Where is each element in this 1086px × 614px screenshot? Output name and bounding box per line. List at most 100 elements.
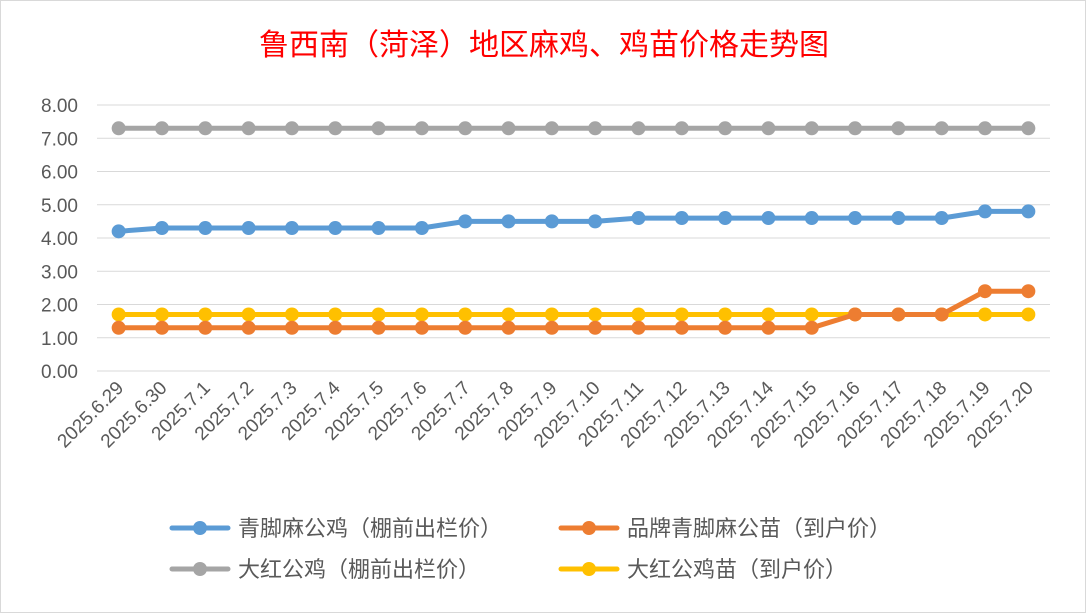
y-axis-ticks: 0.00 1.00 2.00 3.00 4.00 5.00 6.00 7.00 8.00 <box>41 96 78 383</box>
data-point <box>1021 204 1036 219</box>
data-point <box>414 121 429 136</box>
data-point <box>111 121 126 136</box>
data-point <box>718 307 733 322</box>
y-tick-label: 2.00 <box>41 296 78 317</box>
data-point <box>458 121 473 136</box>
data-point <box>848 121 863 136</box>
data-point <box>241 121 256 136</box>
data-point <box>934 121 949 136</box>
data-point <box>458 214 473 229</box>
data-point <box>501 307 516 322</box>
data-point <box>761 320 776 335</box>
legend-item: 品牌青脚麻公苗（到户价） <box>558 517 891 542</box>
data-point <box>978 307 993 322</box>
data-point <box>978 204 993 219</box>
legend: 青脚麻公鸡（棚前出栏价） 品牌青脚麻公苗（到户价） 大红公鸡（棚前出栏价） 大红公鸡苗… <box>169 517 891 583</box>
data-point <box>371 307 386 322</box>
data-point <box>371 320 386 335</box>
data-point <box>458 307 473 322</box>
data-point <box>631 320 646 335</box>
data-point <box>284 307 299 322</box>
legend-label: 大红公鸡苗（到户价） <box>627 558 847 583</box>
data-point <box>328 307 343 322</box>
data-point <box>674 320 689 335</box>
data-point <box>934 307 949 322</box>
y-tick-label: 0.00 <box>41 362 78 383</box>
data-point <box>804 211 819 226</box>
series-1 <box>111 284 1036 335</box>
data-point <box>674 121 689 136</box>
series-line <box>116 288 1031 331</box>
data-point <box>804 320 819 335</box>
series-0 <box>111 204 1036 239</box>
data-point <box>761 211 776 226</box>
data-point <box>848 211 863 226</box>
data-point <box>544 214 559 229</box>
data-point <box>588 121 603 136</box>
data-point <box>501 214 516 229</box>
data-point <box>718 320 733 335</box>
y-tick-label: 5.00 <box>41 196 78 217</box>
gridlines <box>97 104 1050 372</box>
legend-swatch-marker <box>193 521 207 535</box>
data-point <box>328 121 343 136</box>
legend-item: 大红公鸡苗（到户价） <box>558 558 847 583</box>
series-2 <box>111 121 1036 136</box>
data-point <box>241 307 256 322</box>
y-tick-label: 1.00 <box>41 329 78 350</box>
data-point <box>328 221 343 236</box>
data-point <box>198 121 213 136</box>
data-point <box>891 307 906 322</box>
y-tick-label: 7.00 <box>41 129 78 150</box>
legend-label: 青脚麻公鸡（棚前出栏价） <box>238 517 502 542</box>
data-point <box>111 224 126 239</box>
y-tick-label: 6.00 <box>41 163 78 184</box>
data-point <box>631 121 646 136</box>
data-point <box>198 320 213 335</box>
legend-item: 青脚麻公鸡（棚前出栏价） <box>169 517 502 542</box>
series-lines <box>111 121 1036 335</box>
data-point <box>241 320 256 335</box>
data-point <box>198 221 213 236</box>
data-point <box>718 211 733 226</box>
data-point <box>111 307 126 322</box>
data-point <box>284 121 299 136</box>
y-tick-label: 8.00 <box>41 96 78 117</box>
data-point <box>111 320 126 335</box>
data-point <box>631 211 646 226</box>
data-point <box>154 121 169 136</box>
data-point <box>544 121 559 136</box>
data-point <box>501 121 516 136</box>
chart-title: 鲁西南（菏泽）地区麻鸡、鸡苗价格走势图 <box>259 28 829 63</box>
data-point <box>934 211 949 226</box>
data-point <box>241 221 256 236</box>
data-point <box>761 307 776 322</box>
data-point <box>891 121 906 136</box>
y-tick-label: 4.00 <box>41 229 78 250</box>
x-axis-ticks: 2025.6.292025.6.302025.7.12025.7.22025.7… <box>54 377 1038 452</box>
data-point <box>978 121 993 136</box>
series-line <box>116 208 1031 234</box>
legend-item: 大红公鸡（棚前出栏价） <box>169 558 480 583</box>
data-point <box>154 320 169 335</box>
data-point <box>588 307 603 322</box>
data-point <box>284 320 299 335</box>
data-point <box>284 221 299 236</box>
data-point <box>978 284 993 299</box>
legend-label: 品牌青脚麻公苗（到户价） <box>627 517 891 542</box>
data-point <box>414 221 429 236</box>
data-point <box>718 121 733 136</box>
data-point <box>328 320 343 335</box>
data-point <box>154 307 169 322</box>
legend-swatch-marker <box>193 562 207 576</box>
legend-swatch-marker <box>582 521 596 535</box>
data-point <box>674 307 689 322</box>
data-point <box>544 320 559 335</box>
data-point <box>848 307 863 322</box>
data-point <box>371 221 386 236</box>
legend-label: 大红公鸡（棚前出栏价） <box>238 558 480 583</box>
data-point <box>674 211 689 226</box>
data-point <box>1021 307 1036 322</box>
data-point <box>154 221 169 236</box>
